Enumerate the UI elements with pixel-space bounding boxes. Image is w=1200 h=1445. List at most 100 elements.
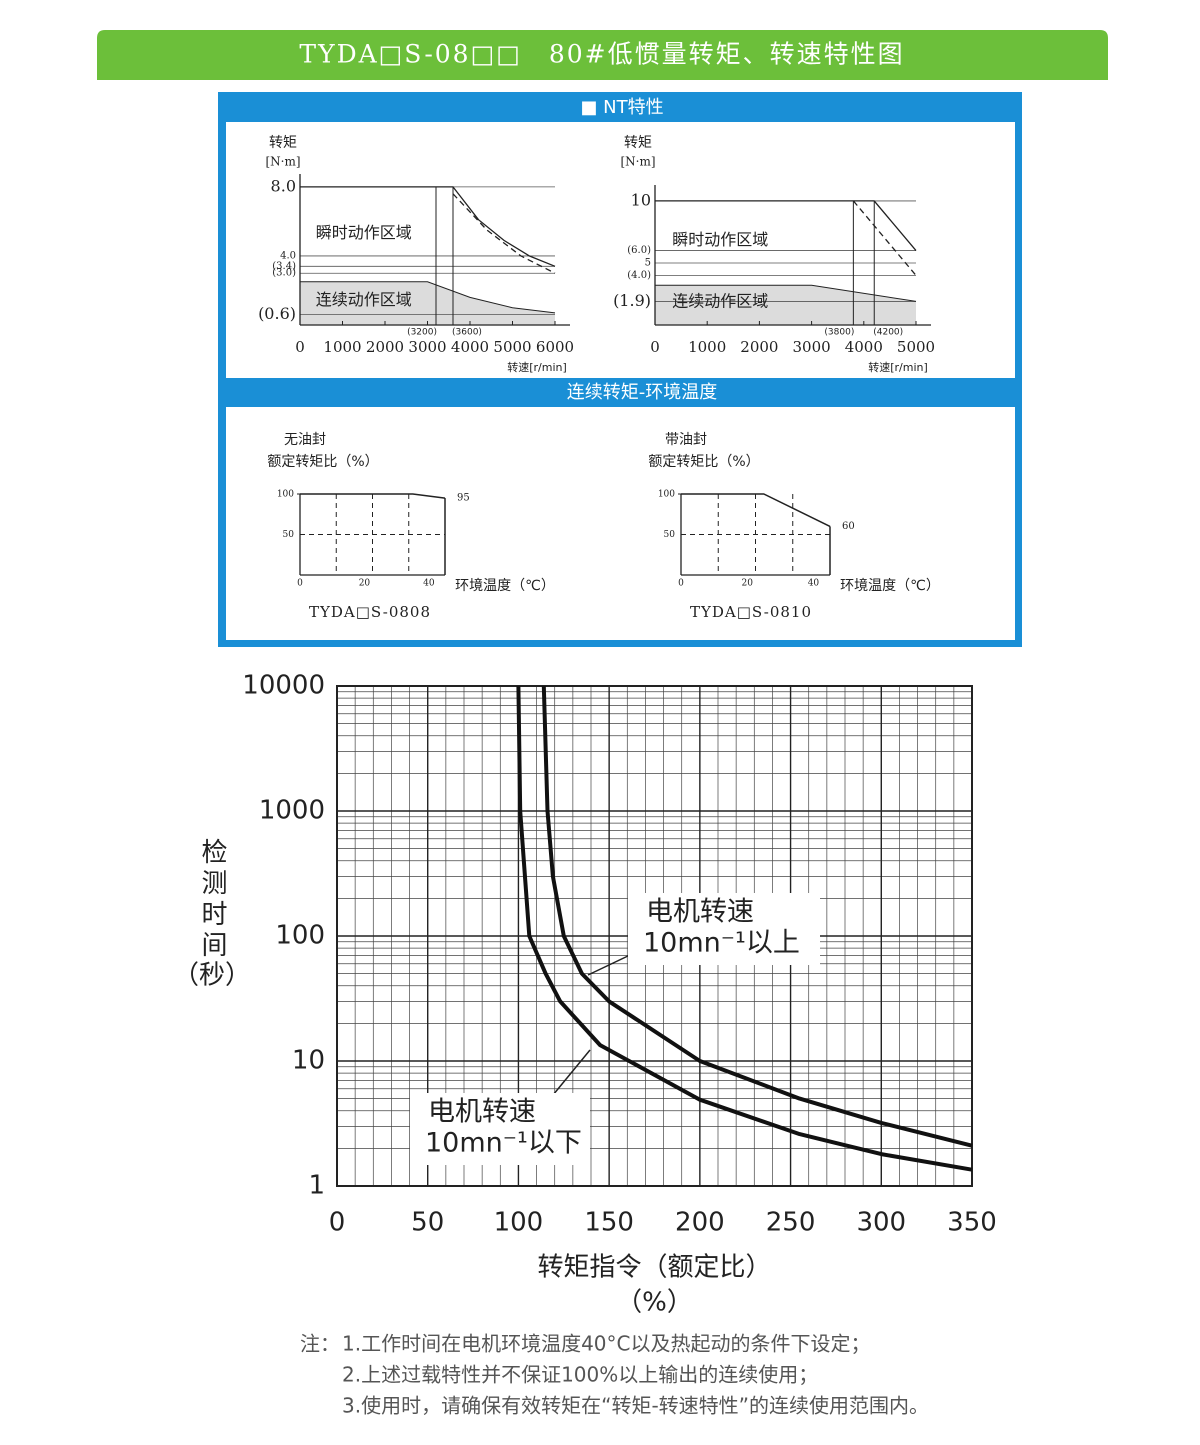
curve: [655, 200, 917, 252]
region-label: 连续动作区域: [672, 292, 768, 311]
y-tick-label: 4.0: [280, 250, 296, 261]
y-tick-label: 100: [277, 490, 294, 500]
note: 2.上述过载特性并不保证100%以上输出的连续使用；: [342, 1363, 818, 1387]
curve: [300, 281, 556, 314]
caption: TYDA□S-0810: [690, 603, 812, 621]
x-tick-label: 3000: [408, 338, 446, 356]
x-tick-label: 6000: [536, 338, 574, 356]
y-tick-label: (0.6): [258, 304, 296, 323]
annotation: 10mn⁻¹以上: [643, 928, 800, 959]
curve: [516, 685, 973, 1172]
x-tick-label: 0: [295, 338, 305, 356]
x-tick-label: 2000: [366, 338, 404, 356]
y-tick-label: (3.4): [272, 261, 296, 272]
x-tick-label: 4000: [451, 338, 489, 356]
note: 3.使用时，请确保有效转矩在“转矩-转速特性”的连续使用范围内。: [342, 1394, 929, 1418]
region-label: 瞬时动作区域: [316, 223, 412, 242]
y-tick-label: (1.9): [613, 291, 651, 310]
y-tick-label: 10: [292, 1046, 325, 1076]
marker-label: (4200): [873, 328, 903, 338]
y-axis-label: 检测时间: [197, 838, 227, 962]
y-axis-label: 转矩: [269, 135, 297, 151]
x-tick-label: 20: [359, 579, 371, 589]
x-tick-label: 3000: [793, 338, 831, 356]
region-label: 连续动作区域: [316, 290, 412, 309]
y-tick-label: 100: [275, 921, 325, 951]
y-axis-label: 转矩: [624, 135, 652, 151]
y-axis-unit: [N·m]: [265, 155, 300, 169]
x-tick-label: 5000: [897, 338, 935, 356]
value-label: 60: [842, 521, 855, 532]
marker-label: (3200): [407, 328, 437, 338]
derating-curve: [681, 493, 831, 528]
x-tick-label: 1000: [323, 338, 361, 356]
x-tick-label: 4000: [845, 338, 883, 356]
x-axis-label: 环境温度（℃）: [840, 578, 940, 594]
x-tick-label: 2000: [740, 338, 778, 356]
y-tick-label: 1000: [259, 796, 325, 826]
y-axis-label: 额定转矩比（%）: [267, 454, 378, 470]
y-tick-label: 5: [645, 257, 651, 268]
marker-label: (3600): [452, 328, 482, 338]
x-axis-label: 环境温度（℃）: [455, 578, 555, 594]
leader-line: [552, 1049, 591, 1096]
header-title: TYDA□S-08□□ 80#低惯量转矩、转速特性图: [299, 40, 904, 69]
x-tick-label: 200: [675, 1208, 725, 1238]
curve: [452, 193, 556, 274]
region-fill: [655, 285, 916, 325]
section-title: ■ NT特性: [580, 97, 663, 118]
x-tick-label: 0: [678, 579, 684, 589]
y-tick-label: (3.0): [272, 268, 296, 279]
curve: [852, 200, 917, 276]
chart-title: 带油封: [665, 432, 707, 448]
x-axis-label: 转速[r/min]: [868, 360, 928, 374]
region-label: 瞬时动作区域: [672, 230, 768, 249]
region-fill: [300, 281, 555, 325]
x-tick-label: 40: [423, 579, 435, 589]
leader-line: [587, 954, 631, 976]
y-tick-label: 50: [283, 530, 295, 540]
marker-label: (3800): [824, 328, 854, 338]
x-tick-label: 40: [808, 579, 820, 589]
y-tick-label: (6.0): [627, 245, 651, 256]
note: 1.工作时间在电机环境温度40°C以及热起动的条件下设定；: [342, 1332, 871, 1356]
x-axis-unit: （%）: [616, 1288, 693, 1318]
panel-body: [226, 407, 1015, 640]
y-axis-label: 额定转矩比（%）: [648, 454, 759, 470]
annotation-box: [410, 1093, 590, 1165]
y-tick-label: 10: [631, 190, 651, 209]
x-tick-label: 0: [329, 1208, 346, 1238]
x-tick-label: 5000: [493, 338, 531, 356]
notes-label: 注：: [300, 1332, 340, 1356]
value-label: 95: [457, 493, 470, 504]
y-tick-label: 100: [658, 490, 675, 500]
x-axis-label: 转速[r/min]: [507, 360, 567, 374]
y-tick-label: 8.0: [271, 176, 296, 195]
annotation-box: [628, 893, 820, 965]
header-bar: [97, 30, 1108, 80]
x-tick-label: 1000: [688, 338, 726, 356]
x-tick-label: 50: [411, 1208, 444, 1238]
curve: [655, 284, 917, 302]
annotation: 电机转速: [646, 897, 754, 928]
x-tick-label: 150: [584, 1208, 634, 1238]
x-tick-label: 300: [856, 1208, 906, 1238]
x-tick-label: 100: [494, 1208, 544, 1238]
y-tick-label: 50: [664, 530, 676, 540]
derating-curve: [300, 493, 446, 499]
y-tick-label: 10000: [242, 671, 325, 701]
x-tick-label: 20: [741, 579, 753, 589]
annotation: 电机转速: [428, 1097, 536, 1128]
y-axis-unit: （秒）: [173, 961, 251, 991]
y-tick-label: (4.0): [627, 270, 651, 281]
chart-title: 无油封: [284, 432, 326, 448]
x-axis-label: 转矩指令（额定比）: [537, 1253, 771, 1283]
x-tick-label: 0: [650, 338, 660, 356]
annotation: 10mn⁻¹以下: [425, 1128, 582, 1159]
caption: TYDA□S-0808: [309, 603, 431, 621]
panel-body: [226, 122, 1015, 378]
plot-border: [336, 685, 973, 1187]
y-tick-label: 1: [308, 1171, 325, 1201]
